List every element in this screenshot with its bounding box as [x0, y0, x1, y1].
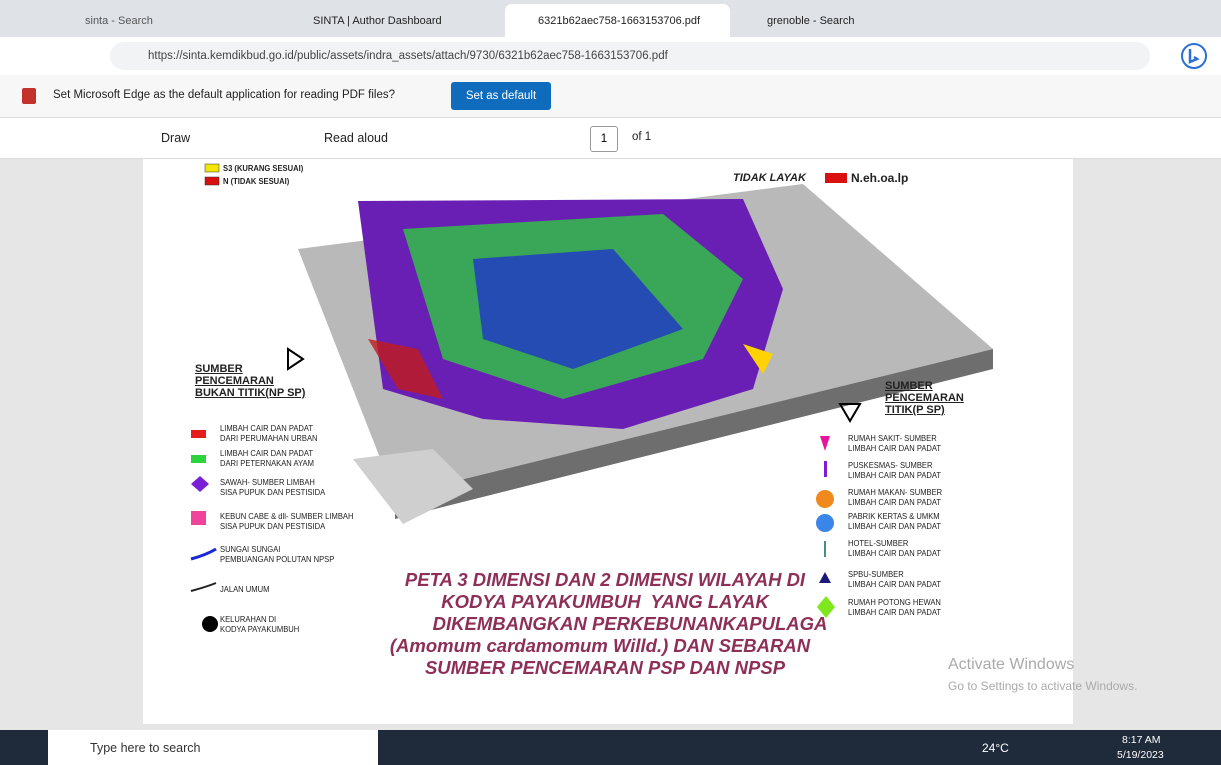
- clock-date: 5/19/2023: [1117, 749, 1164, 761]
- url: https://sinta.kemdikbud.go.id/public/ass…: [148, 50, 668, 62]
- tab-title: sinta - Search: [85, 15, 153, 27]
- legend-item: LIMBAH CAIR DAN PADAT: [848, 580, 942, 589]
- active-tab[interactable]: 6321b62aec758-1663153706.pdf: [505, 4, 730, 37]
- legend-item: LIMBAH CAIR DAN PADAT: [848, 471, 942, 480]
- legend-item: RUMAH SAKIT- SUMBER: [848, 434, 937, 443]
- legend-item: PABRIK KERTAS & UMKM: [848, 512, 940, 521]
- legend-item: SISA PUPUK DAN PESTISIDA: [220, 488, 326, 497]
- pdf-toolbar: Draw Read aloud 1 of 1: [0, 118, 1221, 159]
- weather: 24°C: [982, 741, 1009, 755]
- legend-item: RUMAH POTONG HEWAN: [848, 598, 941, 607]
- draw-button[interactable]: Draw: [161, 131, 191, 145]
- search-box[interactable]: Type here to search: [48, 730, 378, 765]
- legend-item: LIMBAH CAIR DAN PADAT: [848, 522, 942, 531]
- legend-label: N.eh.oa.lp: [851, 171, 909, 185]
- tab-title: SINTA | Author Dashboard: [313, 15, 442, 27]
- legend-item: SUNGAI SUNGAI: [220, 545, 281, 554]
- legend-item: SISA PUPUK DAN PESTISIDA: [220, 522, 326, 531]
- legend-item: JALAN UMUM: [220, 585, 270, 594]
- page-input[interactable]: 1: [590, 126, 618, 152]
- page-count: of 1: [632, 131, 652, 143]
- legend-item: LIMBAH CAIR DAN PADAT: [220, 449, 314, 458]
- legend-label: TIDAK LAYAK: [733, 172, 806, 184]
- pdf-page: S3 (KURANG SESUAI) N (TIDAK SESUAI) TIDA…: [143, 159, 1137, 724]
- watermark-text: Go to Settings to activate Windows.: [948, 679, 1138, 693]
- title-line: DIKEMBANGKAN PERKEBUNANKAPULAGA: [432, 613, 828, 634]
- watermark-title: Activate Windows: [948, 656, 1075, 673]
- legend-item: SPBU-SUMBER: [848, 570, 904, 579]
- tab-strip: sinta - Search SINTA | Author Dashboard …: [0, 0, 1221, 37]
- clock-time: 8:17 AM: [1122, 734, 1161, 746]
- legend-heading: BUKAN TITIK(NP SP): [195, 387, 306, 399]
- title-line: SUMBER PENCEMARAN PSP DAN NPSP: [424, 657, 786, 678]
- legend-item: HOTEL-SUMBER: [848, 539, 909, 548]
- legend-item: LIMBAH CAIR DAN PADAT: [220, 424, 314, 433]
- map-graphic: [190, 163, 993, 632]
- legend-heading: SUMBER: [885, 380, 933, 392]
- tab-title: grenoble - Search: [767, 15, 855, 27]
- legend-heading: SUMBER: [195, 363, 243, 375]
- legend-item: LIMBAH CAIR DAN PADAT: [848, 608, 942, 617]
- legend-item: PEMBUANGAN POLUTAN NPSP: [220, 555, 335, 564]
- legend-label: N (TIDAK SESUAI): [223, 177, 290, 186]
- tab[interactable]: grenoble - Search: [737, 8, 952, 37]
- url-field[interactable]: https://sinta.kemdikbud.go.id/public/ass…: [110, 42, 1150, 70]
- tab-title: 6321b62aec758-1663153706.pdf: [538, 15, 701, 27]
- notification-bar: Set Microsoft Edge as the default applic…: [0, 75, 1221, 118]
- set-default-button[interactable]: Set as default: [451, 82, 551, 110]
- legend-item: LIMBAH CAIR DAN PADAT: [848, 549, 942, 558]
- legend-item: RUMAH MAKAN- SUMBER: [848, 488, 943, 497]
- pdf-icon: [22, 88, 36, 104]
- legend-item: PUSKESMAS- SUMBER: [848, 461, 933, 470]
- legend-item: SAWAH- SUMBER LIMBAH: [220, 478, 315, 487]
- legend-item: KODYA PAYAKUMBUH: [220, 625, 300, 634]
- title-line: (Amomum cardamomum Willd.) DAN SEBARAN: [389, 635, 811, 656]
- legend-item: LIMBAH CAIR DAN PADAT: [848, 498, 942, 507]
- legend-item: DARI PETERNAKAN AYAM: [220, 459, 314, 468]
- title-line: PETA 3 DIMENSI DAN 2 DIMENSI WILAYAH DI: [404, 569, 806, 590]
- legend-item: KELURAHAN DI: [220, 615, 277, 624]
- tab[interactable]: sinta - Search: [45, 8, 275, 37]
- legend-heading: PENCEMARAN: [885, 392, 964, 404]
- legend-label: S3 (KURANG SESUAI): [223, 164, 304, 173]
- legend-item: DARI PERUMAHAN URBAN: [220, 434, 318, 443]
- read-aloud-button[interactable]: Read aloud: [324, 131, 388, 145]
- bing-button[interactable]: [1180, 42, 1208, 70]
- legend-item: LIMBAH CAIR DAN PADAT: [848, 444, 942, 453]
- legend-item: KEBUN CABE & dll- SUMBER LIMBAH: [220, 512, 354, 521]
- taskbar: Type here to search 24°C 8:17 AM 5/19/20…: [0, 730, 1221, 765]
- legend-heading: PENCEMARAN: [195, 375, 274, 387]
- tab[interactable]: SINTA | Author Dashboard: [285, 8, 500, 37]
- notification-message: Set Microsoft Edge as the default applic…: [53, 89, 395, 101]
- search-placeholder: Type here to search: [90, 741, 201, 755]
- legend-heading: TITIK(P SP): [885, 404, 945, 416]
- address-bar: https://sinta.kemdikbud.go.id/public/ass…: [0, 37, 1221, 75]
- title-line: KODYA PAYAKUMBUH YANG LAYAK: [441, 591, 769, 612]
